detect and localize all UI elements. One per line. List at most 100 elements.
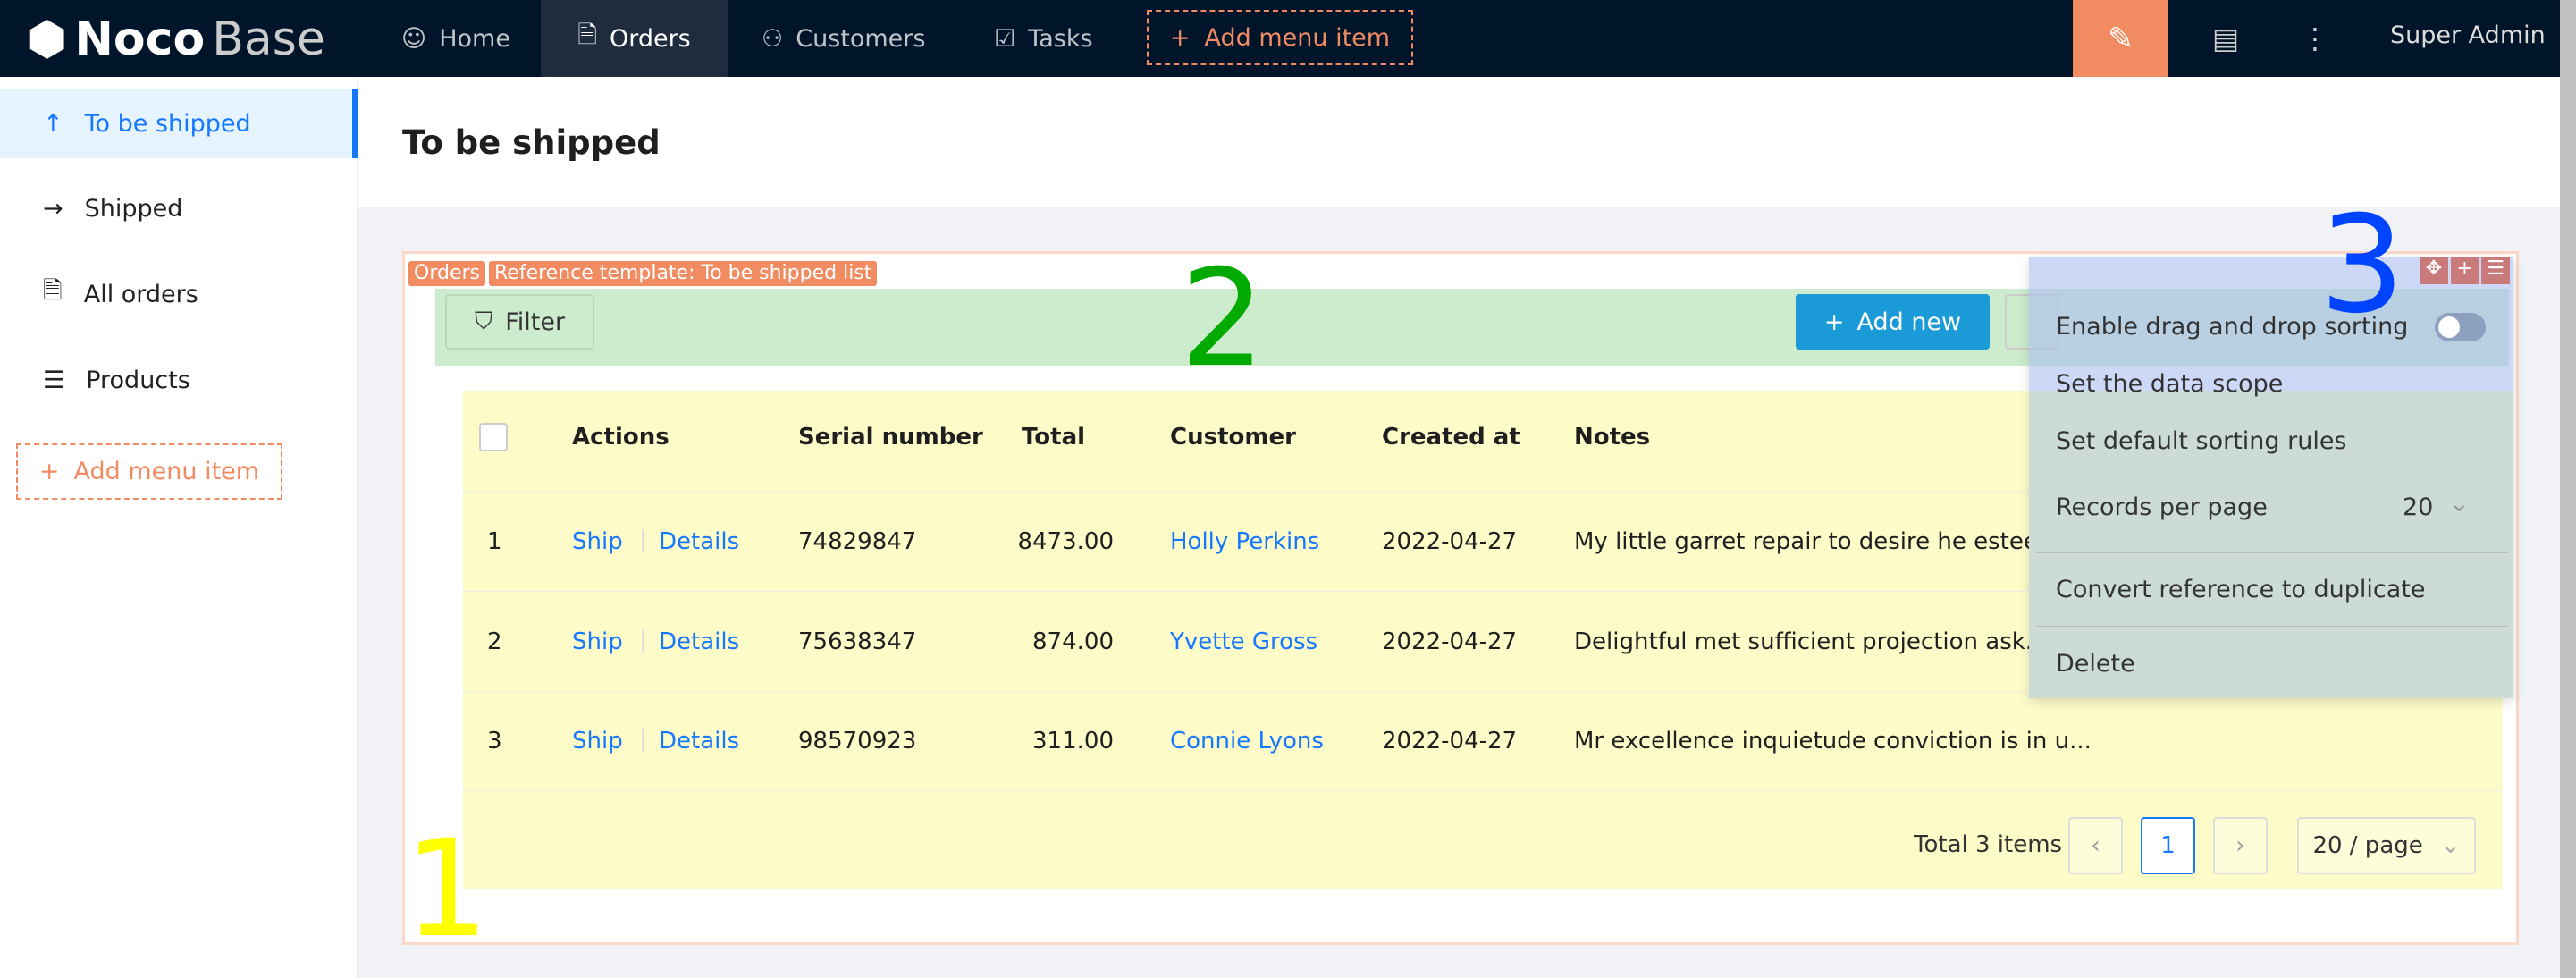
file-check-icon: 🗎 bbox=[43, 277, 63, 305]
column-header[interactable]: Total bbox=[1022, 424, 1086, 451]
total-cell: 311.00 bbox=[1032, 728, 1114, 755]
sidebar-item-all-orders[interactable]: 🗎 All orders bbox=[0, 259, 358, 329]
ship-link[interactable]: Ship bbox=[572, 528, 623, 555]
sidebar-item-to-be-shipped[interactable]: ↑ To be shipped bbox=[0, 89, 358, 158]
column-header[interactable]: Serial number bbox=[798, 424, 983, 451]
column-header[interactable]: Actions bbox=[572, 424, 669, 451]
table-row bbox=[463, 493, 2503, 592]
prev-page-button[interactable]: ‹ bbox=[2068, 817, 2123, 874]
page-header: To be shipped bbox=[358, 77, 2560, 207]
collection-tag: Orders bbox=[408, 261, 485, 286]
users-icon: ⚇ bbox=[762, 24, 784, 53]
more-vertical-icon[interactable]: ⋮ bbox=[2301, 21, 2329, 55]
table-header-row bbox=[463, 391, 2503, 493]
row-number: 2 bbox=[487, 628, 502, 655]
customer-link[interactable]: Yvette Gross bbox=[1170, 628, 1318, 655]
plus-icon: + bbox=[1169, 23, 1191, 52]
table-row bbox=[463, 692, 2503, 791]
add-menu-item-button[interactable]: + Add menu item bbox=[1147, 10, 1413, 65]
menu-item-convert-reference[interactable]: Convert reference to duplicate bbox=[2056, 576, 2426, 603]
created-cell: 2022-04-27 bbox=[1382, 628, 1518, 655]
serial-cell: 98570923 bbox=[798, 728, 917, 755]
nav-home[interactable]: ☺ Home bbox=[401, 24, 510, 53]
row-number: 1 bbox=[487, 528, 502, 555]
plus-icon: + bbox=[38, 458, 60, 485]
plus-icon[interactable]: + bbox=[2450, 257, 2479, 284]
filter-button[interactable]: ⛉ Filter bbox=[445, 294, 594, 350]
divider: | bbox=[639, 726, 647, 753]
details-link[interactable]: Details bbox=[659, 728, 740, 755]
database-icon[interactable]: ▤ bbox=[2211, 21, 2240, 55]
plus-icon: + bbox=[1823, 308, 1845, 336]
sidebar: ↑ To be shipped → Shipped 🗎 All orders ☰ Pro… bbox=[0, 77, 358, 978]
logo[interactable]: ⬢ Noco Base bbox=[27, 13, 325, 66]
add-new-button[interactable]: + Add new bbox=[1796, 294, 1990, 350]
page-size-select[interactable]: 20 / page ⌄ bbox=[2297, 817, 2476, 874]
divider bbox=[2036, 552, 2508, 553]
notes-cell: Mr excellence inquietude conviction is i… bbox=[1574, 728, 2092, 755]
divider: | bbox=[639, 627, 647, 653]
menu-item-data-scope[interactable]: Set the data scope bbox=[2056, 370, 2284, 398]
select-all-checkbox[interactable] bbox=[479, 423, 508, 451]
menu-item-records-per-page[interactable]: Records per page bbox=[2056, 493, 2268, 521]
column-header[interactable]: Created at bbox=[1382, 424, 1520, 451]
arrow-up-icon: ↑ bbox=[43, 109, 63, 138]
details-link[interactable]: Details bbox=[659, 528, 740, 555]
page-1-button[interactable]: 1 bbox=[2141, 817, 2195, 874]
arrow-right-icon: → bbox=[43, 194, 63, 223]
customer-link[interactable]: Holly Perkins bbox=[1170, 528, 1320, 555]
smile-icon: ☺ bbox=[401, 24, 427, 53]
total-cell: 874.00 bbox=[1032, 628, 1114, 655]
sidebar-add-menu-item-button[interactable]: + Add menu item bbox=[16, 443, 282, 500]
nav-tasks[interactable]: ☑ Tasks bbox=[994, 24, 1093, 53]
top-header: ⬢ Noco Base ☺ Home 🗎 Orders ⚇ Customers ☑ Task… bbox=[0, 0, 2560, 77]
customer-link[interactable]: Connie Lyons bbox=[1170, 728, 1324, 755]
ship-link[interactable]: Ship bbox=[572, 728, 623, 755]
chevron-down-icon: ⌄ bbox=[2440, 832, 2461, 859]
created-cell: 2022-04-27 bbox=[1382, 528, 1518, 555]
created-cell: 2022-04-27 bbox=[1382, 728, 1518, 755]
divider: | bbox=[639, 527, 647, 553]
nav-orders[interactable]: 🗎 Orders bbox=[541, 0, 728, 77]
pagination-total: Total 3 items bbox=[1914, 831, 2063, 858]
settings-dropdown-lower bbox=[2029, 391, 2513, 698]
page-title: To be shipped bbox=[402, 123, 661, 162]
annotation-2: 2 bbox=[1180, 241, 1266, 397]
scrollbar[interactable] bbox=[2560, 0, 2576, 978]
notes-cell: Delightful met sufficient projection ask… bbox=[1574, 628, 2095, 655]
records-per-page-value[interactable]: 20 bbox=[2403, 493, 2434, 521]
menu-icon[interactable]: ☰ bbox=[2481, 257, 2511, 284]
nav-customers[interactable]: ⚇ Customers bbox=[762, 24, 926, 53]
ship-link[interactable]: Ship bbox=[572, 628, 623, 655]
sidebar-item-shipped[interactable]: → Shipped bbox=[43, 194, 183, 223]
template-tag: Reference template: To be shipped list bbox=[489, 261, 878, 286]
row-number: 3 bbox=[487, 728, 502, 755]
sidebar-item-products[interactable]: ☰ Products bbox=[43, 366, 190, 394]
serial-cell: 75638347 bbox=[798, 628, 917, 655]
menu-item-delete[interactable]: Delete bbox=[2056, 650, 2135, 678]
total-cell: 8473.00 bbox=[1017, 528, 1114, 555]
column-header[interactable]: Customer bbox=[1170, 424, 1296, 451]
divider bbox=[2036, 626, 2508, 627]
notes-cell: My little garret repair to desire he est… bbox=[1574, 528, 2083, 555]
annotation-1: 1 bbox=[404, 812, 490, 967]
filter-icon: ⛉ bbox=[474, 308, 493, 335]
annotation-3: 3 bbox=[2319, 188, 2405, 343]
chevron-down-icon: ⌄ bbox=[2449, 490, 2470, 518]
logo-icon: ⬢ bbox=[27, 13, 68, 66]
table-row bbox=[463, 593, 2503, 692]
drag-sort-toggle[interactable] bbox=[2435, 313, 2486, 341]
menu-item-default-sorting[interactable]: Set default sorting rules bbox=[2056, 427, 2347, 455]
serial-cell: 74829847 bbox=[798, 528, 917, 555]
checkbox-icon: ☑ bbox=[994, 24, 1016, 53]
column-header[interactable]: Notes bbox=[1574, 424, 1651, 451]
file-check-icon: 🗎 bbox=[577, 21, 597, 49]
list-icon: ☰ bbox=[43, 366, 65, 394]
block-toolbar: ✥ + ☰ bbox=[2420, 257, 2511, 284]
menu-item-drag-sort[interactable]: Enable drag and drop sorting bbox=[2056, 313, 2409, 341]
user-menu[interactable]: Super Admin bbox=[2390, 21, 2546, 49]
next-page-button[interactable]: › bbox=[2213, 817, 2268, 874]
drag-move-icon[interactable]: ✥ bbox=[2420, 257, 2448, 284]
details-link[interactable]: Details bbox=[659, 628, 740, 655]
ui-editor-highlighter-icon[interactable]: ✎ bbox=[2073, 0, 2168, 77]
